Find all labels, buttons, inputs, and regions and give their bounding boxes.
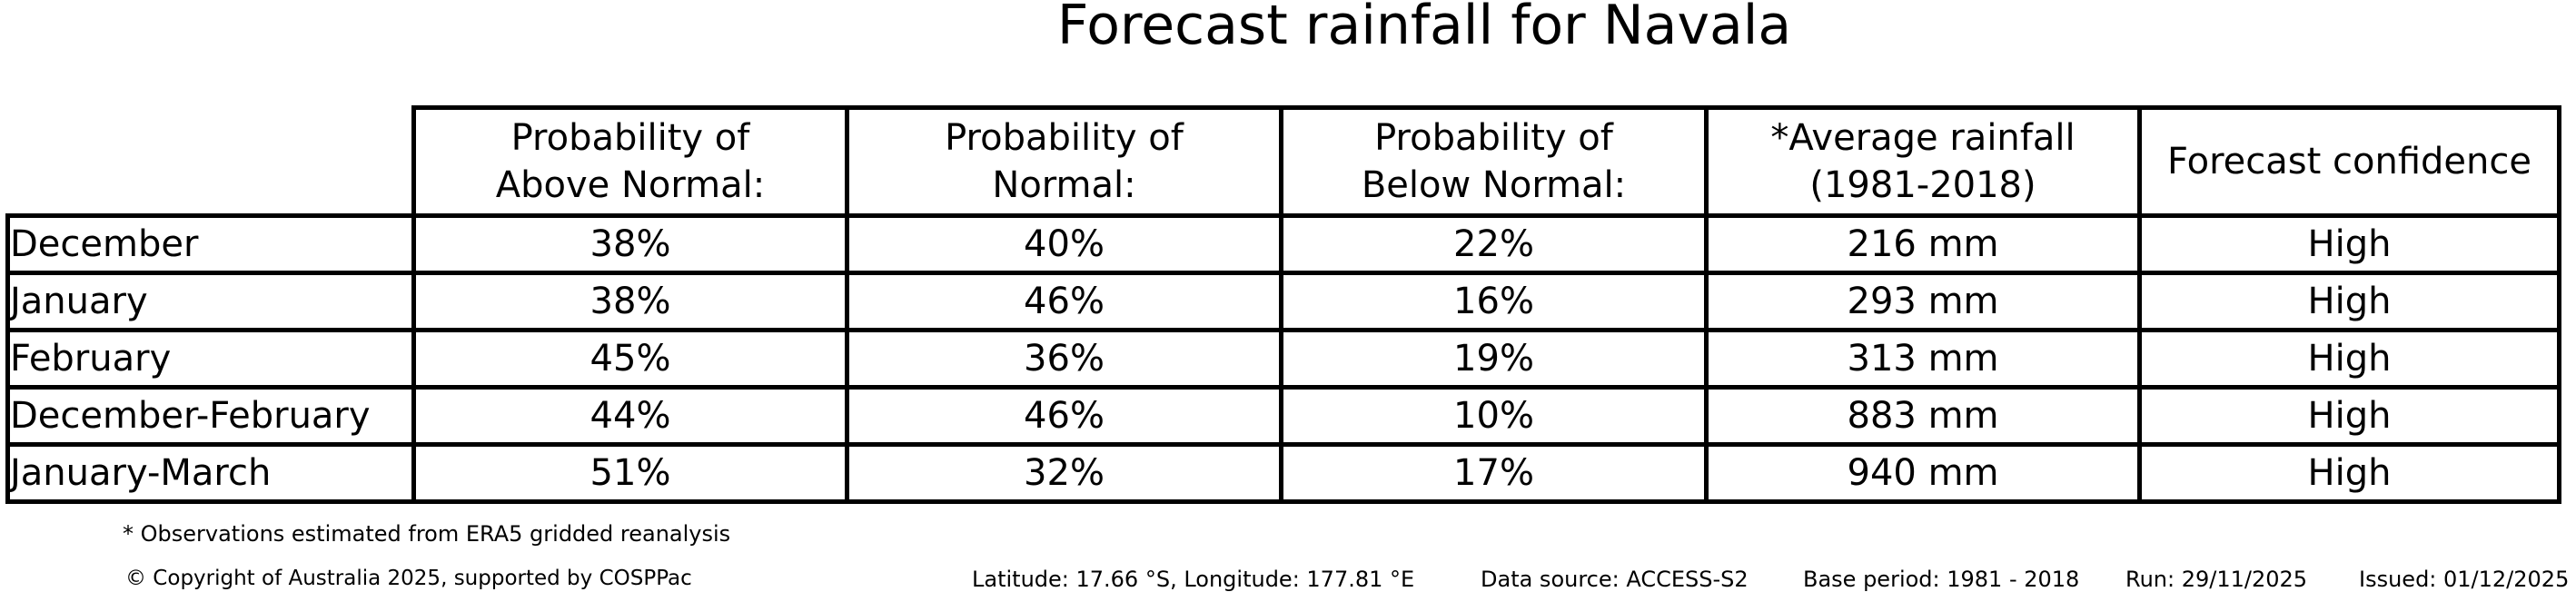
table-row-december-february: December-February 44% 46% 10% 883 mm Hig… xyxy=(5,385,2561,447)
above-normal-value: 44% xyxy=(411,385,849,447)
base-period-text: Base period: 1981 - 2018 xyxy=(1803,567,2080,592)
page-title: Forecast rainfall for Navala xyxy=(1056,0,1792,57)
average-rainfall-value: 293 mm xyxy=(1704,271,2142,332)
table-header-row: Probability of Above Normal: Probability… xyxy=(8,105,2561,218)
row-label: December xyxy=(5,213,416,275)
copyright-text: © Copyright of Australia 2025, supported… xyxy=(125,567,692,590)
row-label: February xyxy=(5,328,416,390)
row-label: January-March xyxy=(5,442,416,504)
table-row-january: January 38% 46% 16% 293 mm High xyxy=(5,271,2561,332)
location-coordinates: Latitude: 17.66 °S, Longitude: 177.81 °E xyxy=(972,567,1415,592)
below-normal-value: 16% xyxy=(1279,271,1709,332)
confidence-value: High xyxy=(2137,442,2561,504)
below-normal-value: 17% xyxy=(1279,442,1709,504)
table-row-january-march: January-March 51% 32% 17% 940 mm High xyxy=(5,442,2561,504)
table-row-february: February 45% 36% 19% 313 mm High xyxy=(5,328,2561,390)
observations-footnote: * Observations estimated from ERA5 gridd… xyxy=(123,521,731,547)
below-normal-value: 10% xyxy=(1279,385,1709,447)
column-header-normal: Probability of Normal: xyxy=(845,105,1283,218)
column-header-below-normal: Probability of Below Normal: xyxy=(1279,105,1709,218)
average-rainfall-value: 883 mm xyxy=(1704,385,2142,447)
below-normal-value: 19% xyxy=(1279,328,1709,390)
normal-value: 40% xyxy=(845,213,1283,275)
normal-value: 46% xyxy=(845,385,1283,447)
column-header-average-rainfall: *Average rainfall (1981-2018) xyxy=(1704,105,2142,218)
row-label: January xyxy=(5,271,416,332)
above-normal-value: 38% xyxy=(411,271,849,332)
normal-value: 46% xyxy=(845,271,1283,332)
rainfall-forecast-table: Probability of Above Normal: Probability… xyxy=(5,105,2561,504)
run-date-text: Run: 29/11/2025 xyxy=(2125,567,2308,592)
below-normal-value: 22% xyxy=(1279,213,1709,275)
average-rainfall-value: 216 mm xyxy=(1704,213,2142,275)
data-source-text: Data source: ACCESS-S2 xyxy=(1481,567,1749,592)
above-normal-value: 51% xyxy=(411,442,849,504)
column-header-forecast-confidence: Forecast confidence xyxy=(2137,105,2561,218)
confidence-value: High xyxy=(2137,213,2561,275)
header-corner-empty xyxy=(8,108,414,216)
normal-value: 36% xyxy=(845,328,1283,390)
average-rainfall-value: 940 mm xyxy=(1704,442,2142,504)
confidence-value: High xyxy=(2137,271,2561,332)
average-rainfall-value: 313 mm xyxy=(1704,328,2142,390)
confidence-value: High xyxy=(2137,385,2561,447)
confidence-value: High xyxy=(2137,328,2561,390)
above-normal-value: 45% xyxy=(411,328,849,390)
row-label: December-February xyxy=(5,385,416,447)
column-header-above-normal: Probability of Above Normal: xyxy=(411,105,849,218)
above-normal-value: 38% xyxy=(411,213,849,275)
table-row-december: December 38% 40% 22% 216 mm High xyxy=(5,213,2561,275)
normal-value: 32% xyxy=(845,442,1283,504)
issued-date-text: Issued: 01/12/2025 xyxy=(2359,567,2570,592)
